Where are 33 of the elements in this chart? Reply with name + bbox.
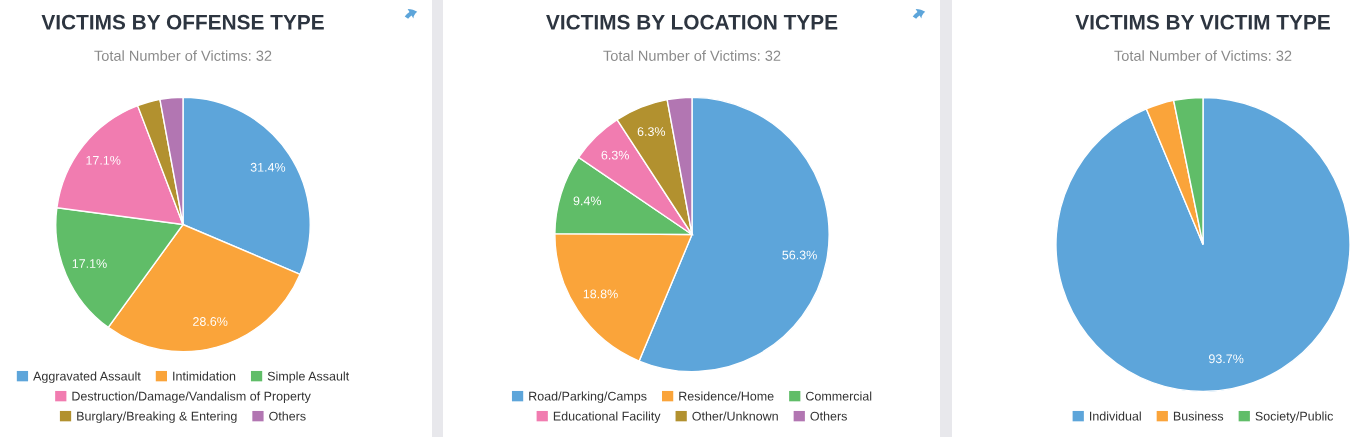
chart-title: VICTIMS BY OFFENSE TYPE — [41, 14, 324, 30]
chart-subtitle: Total Number of Victims: 32 — [94, 50, 272, 61]
data-label: 18.8% — [583, 289, 618, 299]
legend-label: Burglary/Breaking & Entering — [77, 411, 237, 424]
chart-subtitle: Total Number of Victims: 32 — [1114, 50, 1292, 61]
data-label: 28.6% — [193, 317, 228, 326]
legend-label: Commercial — [806, 391, 872, 401]
legend-label: Individual — [1090, 411, 1141, 421]
chart-title: VICTIMS BY VICTIM TYPE — [1075, 14, 1330, 30]
pie-slice — [1055, 96, 1351, 393]
data-label: 6.3% — [637, 127, 666, 136]
legend-label: Others — [269, 411, 306, 421]
data-label: 6.3% — [601, 150, 629, 160]
chart-title: VICTIMS BY LOCATION TYPE — [546, 14, 838, 30]
legend-label: Others — [810, 411, 847, 421]
pie-slice — [1145, 99, 1204, 246]
legend-label: Business — [1173, 411, 1224, 421]
data-label: 56.3% — [782, 250, 817, 260]
legend-label: Destruction/Damage/Vandalism of Property — [72, 391, 311, 404]
legend-label: Residence/Home — [679, 391, 774, 401]
data-label: 31.4% — [250, 162, 286, 172]
chart-subtitle: Total Number of Victims: 32 — [603, 50, 781, 61]
data-label: 9.4% — [573, 196, 602, 206]
legend-label: Society/Public — [1255, 411, 1334, 424]
data-label: 93.7% — [1208, 354, 1244, 364]
legend-label: Aggravated Assault — [33, 371, 141, 384]
data-label: 17.1% — [72, 259, 107, 268]
legend-label: Other/Unknown — [692, 411, 778, 421]
data-label: 17.1% — [86, 155, 121, 165]
legend-label: Road/Parking/Camps — [529, 391, 647, 404]
legend-label: Educational Facility — [553, 411, 661, 424]
legend-label: Simple Assault — [267, 371, 350, 384]
legend-label: Intimidation — [173, 371, 236, 381]
